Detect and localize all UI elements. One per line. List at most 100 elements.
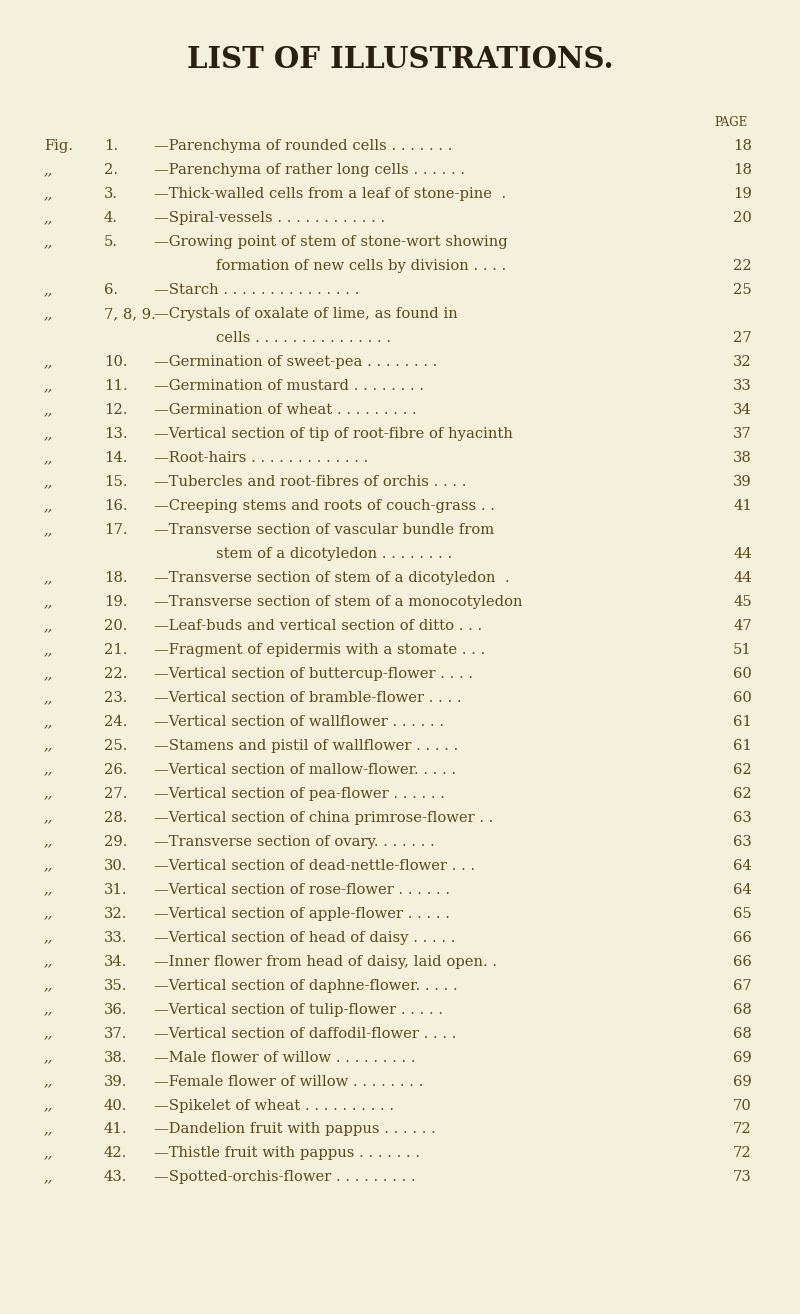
Text: —Root-hairs . . . . . . . . . . . . .: —Root-hairs . . . . . . . . . . . . . [154, 451, 368, 465]
Text: 39.: 39. [104, 1075, 127, 1088]
Text: 18.: 18. [104, 570, 127, 585]
Text: 66: 66 [734, 954, 752, 968]
Text: ,,: ,, [44, 1122, 54, 1137]
Text: —Creeping stems and roots of couch-grass . .: —Creeping stems and roots of couch-grass… [154, 499, 494, 512]
Text: —Spotted-orchis-flower . . . . . . . . .: —Spotted-orchis-flower . . . . . . . . . [154, 1171, 415, 1184]
Text: 32: 32 [734, 355, 752, 369]
Text: 65: 65 [734, 907, 752, 921]
Text: —Vertical section of apple-flower . . . . .: —Vertical section of apple-flower . . . … [154, 907, 450, 921]
Text: —Vertical section of dead-nettle-flower . . .: —Vertical section of dead-nettle-flower … [154, 859, 474, 872]
Text: —Vertical section of buttercup-flower . . . .: —Vertical section of buttercup-flower . … [154, 666, 473, 681]
Text: 27.: 27. [104, 787, 127, 800]
Text: ,,: ,, [44, 738, 54, 753]
Text: 63: 63 [734, 811, 752, 825]
Text: 11.: 11. [104, 378, 128, 393]
Text: —Vertical section of tip of root-fibre of hyacinth: —Vertical section of tip of root-fibre o… [154, 427, 513, 442]
Text: 69: 69 [734, 1051, 752, 1064]
Text: —Stamens and pistil of wallflower . . . . .: —Stamens and pistil of wallflower . . . … [154, 738, 458, 753]
Text: —Vertical section of daffodil-flower . . . .: —Vertical section of daffodil-flower . .… [154, 1026, 456, 1041]
Text: 37: 37 [734, 427, 752, 442]
Text: —Vertical section of head of daisy . . . . .: —Vertical section of head of daisy . . .… [154, 930, 455, 945]
Text: ,,: ,, [44, 1026, 54, 1041]
Text: —Transverse section of ovary. . . . . . .: —Transverse section of ovary. . . . . . … [154, 834, 434, 849]
Text: ,,: ,, [44, 1146, 54, 1160]
Text: 67: 67 [734, 979, 752, 992]
Text: ,,: ,, [44, 403, 54, 417]
Text: 10.: 10. [104, 355, 127, 369]
Text: ,,: ,, [44, 1171, 54, 1184]
Text: 16.: 16. [104, 499, 127, 512]
Text: 6.: 6. [104, 284, 118, 297]
Text: 43.: 43. [104, 1171, 127, 1184]
Text: 5.: 5. [104, 235, 118, 250]
Text: —Transverse section of stem of a dicotyledon  .: —Transverse section of stem of a dicotyl… [154, 570, 510, 585]
Text: 2.: 2. [104, 163, 118, 177]
Text: 61: 61 [733, 738, 752, 753]
Text: LIST OF ILLUSTRATIONS.: LIST OF ILLUSTRATIONS. [186, 45, 614, 74]
Text: 23.: 23. [104, 691, 127, 704]
Text: 22: 22 [734, 259, 752, 273]
Text: ,,: ,, [44, 595, 54, 608]
Text: 45: 45 [734, 595, 752, 608]
Text: 51: 51 [733, 643, 752, 657]
Text: 64: 64 [734, 859, 752, 872]
Text: 17.: 17. [104, 523, 127, 537]
Text: formation of new cells by division . . . .: formation of new cells by division . . .… [216, 259, 506, 273]
Text: ,,: ,, [44, 691, 54, 704]
Text: 4.: 4. [104, 212, 118, 225]
Text: —Transverse section of vascular bundle from: —Transverse section of vascular bundle f… [154, 523, 494, 537]
Text: —Leaf-buds and vertical section of ditto . . .: —Leaf-buds and vertical section of ditto… [154, 619, 482, 633]
Text: —Inner flower from head of daisy, laid open. .: —Inner flower from head of daisy, laid o… [154, 954, 497, 968]
Text: ,,: ,, [44, 499, 54, 512]
Text: ,,: ,, [44, 930, 54, 945]
Text: 39: 39 [734, 476, 752, 489]
Text: 20.: 20. [104, 619, 127, 633]
Text: 64: 64 [734, 883, 752, 896]
Text: ,,: ,, [44, 212, 54, 225]
Text: —Thistle fruit with pappus . . . . . . .: —Thistle fruit with pappus . . . . . . . [154, 1146, 420, 1160]
Text: 60: 60 [734, 666, 752, 681]
Text: ,,: ,, [44, 570, 54, 585]
Text: 62: 62 [734, 762, 752, 777]
Text: 42.: 42. [104, 1146, 127, 1160]
Text: 26.: 26. [104, 762, 127, 777]
Text: 19: 19 [733, 187, 752, 201]
Text: 60: 60 [734, 691, 752, 704]
Text: ,,: ,, [44, 834, 54, 849]
Text: 18: 18 [733, 139, 752, 154]
Text: ,,: ,, [44, 1051, 54, 1064]
Text: —Crystals of oxalate of lime, as found in: —Crystals of oxalate of lime, as found i… [154, 307, 458, 321]
Text: 13.: 13. [104, 427, 127, 442]
Text: 25: 25 [734, 284, 752, 297]
Text: ,,: ,, [44, 715, 54, 729]
Text: ,,: ,, [44, 811, 54, 825]
Text: ,,: ,, [44, 883, 54, 896]
Text: 44: 44 [734, 547, 752, 561]
Text: —Vertical section of bramble-flower . . . .: —Vertical section of bramble-flower . . … [154, 691, 461, 704]
Text: 61: 61 [733, 715, 752, 729]
Text: 72: 72 [734, 1146, 752, 1160]
Text: stem of a dicotyledon . . . . . . . .: stem of a dicotyledon . . . . . . . . [216, 547, 452, 561]
Text: —Vertical section of tulip-flower . . . . .: —Vertical section of tulip-flower . . . … [154, 1003, 442, 1017]
Text: —Tubercles and root-fibres of orchis . . . .: —Tubercles and root-fibres of orchis . .… [154, 476, 466, 489]
Text: 66: 66 [734, 930, 752, 945]
Text: ,,: ,, [44, 666, 54, 681]
Text: —Transverse section of stem of a monocotyledon: —Transverse section of stem of a monocot… [154, 595, 522, 608]
Text: 62: 62 [734, 787, 752, 800]
Text: —Vertical section of mallow-flower. . . . .: —Vertical section of mallow-flower. . . … [154, 762, 456, 777]
Text: 1.: 1. [104, 139, 118, 154]
Text: 40.: 40. [104, 1099, 127, 1113]
Text: 18: 18 [733, 163, 752, 177]
Text: 33.: 33. [104, 930, 127, 945]
Text: —Vertical section of wallflower . . . . . .: —Vertical section of wallflower . . . . … [154, 715, 443, 729]
Text: ,,: ,, [44, 235, 54, 250]
Text: 12.: 12. [104, 403, 127, 417]
Text: 31.: 31. [104, 883, 127, 896]
Text: —Vertical section of china primrose-flower . .: —Vertical section of china primrose-flow… [154, 811, 493, 825]
Text: 21.: 21. [104, 643, 127, 657]
Text: ,,: ,, [44, 427, 54, 442]
Text: 36.: 36. [104, 1003, 127, 1017]
Text: ,,: ,, [44, 284, 54, 297]
Text: 35.: 35. [104, 979, 127, 992]
Text: 34: 34 [734, 403, 752, 417]
